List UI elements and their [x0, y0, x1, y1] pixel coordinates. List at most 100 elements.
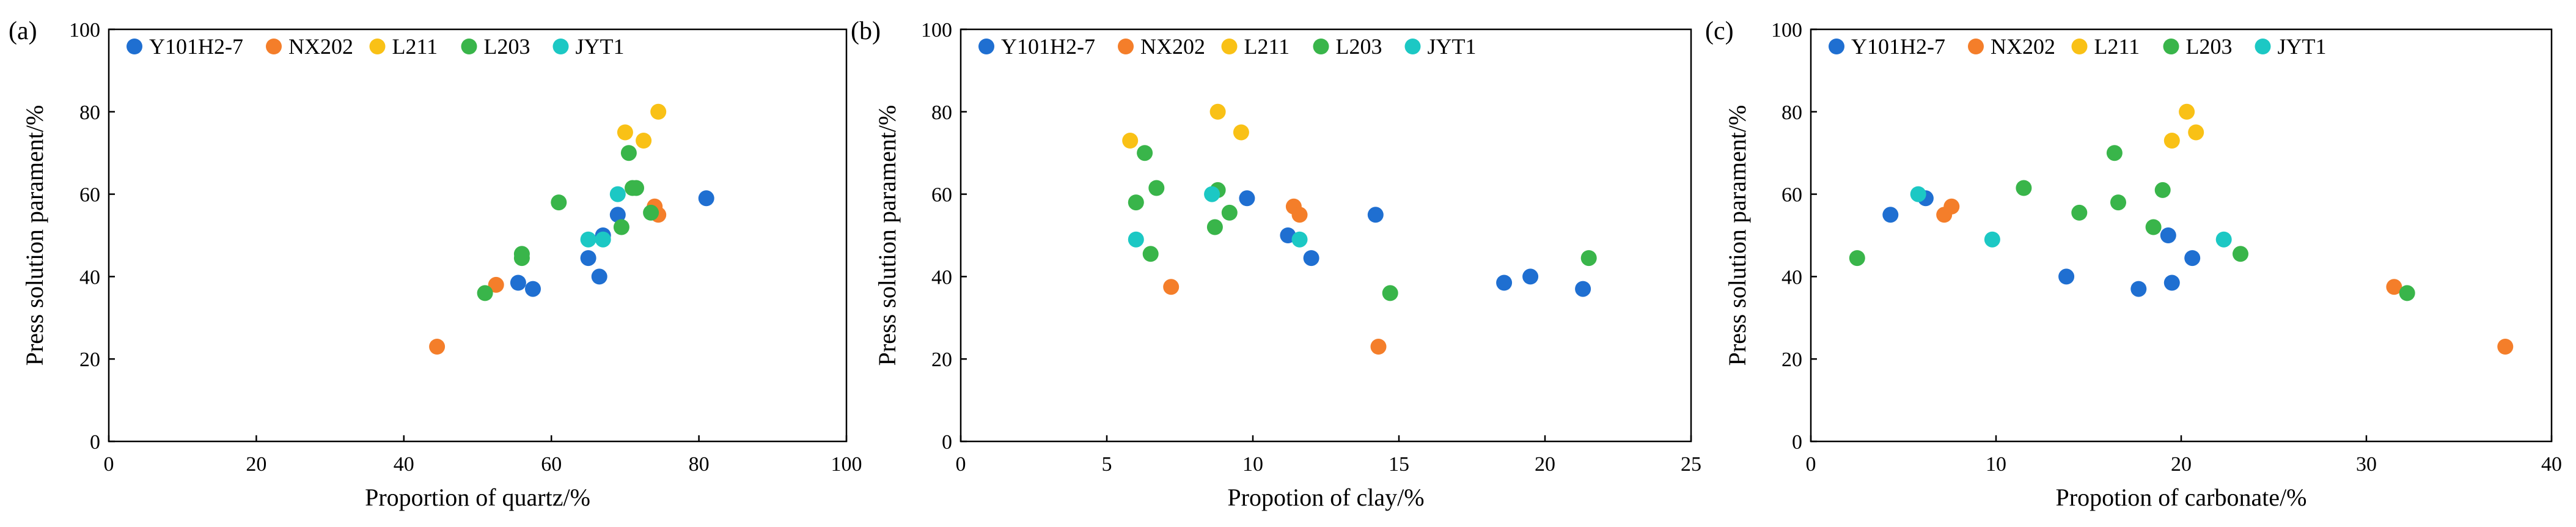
data-point [1580, 250, 1597, 267]
y-tick-label: 20 [931, 348, 952, 371]
x-tick-label: 100 [831, 453, 862, 476]
data-point [2163, 275, 2180, 291]
data-point [650, 103, 667, 120]
data-point [1522, 268, 1539, 285]
plot-frame [960, 28, 1692, 443]
legend-marker [2255, 39, 2271, 54]
data-point [2179, 103, 2195, 120]
data-point [1882, 207, 1899, 223]
data-point [2215, 231, 2232, 248]
data-point [2497, 339, 2514, 355]
legend-label: L211 [1244, 34, 1290, 59]
data-point [1221, 204, 1238, 221]
panel-label: (c) [1705, 17, 1734, 45]
data-point [609, 207, 626, 223]
data-point [429, 339, 446, 355]
data-point [2184, 250, 2201, 267]
plot-frame [108, 28, 848, 443]
legend-label: L203 [2186, 34, 2233, 59]
y-axis-label: Press solution parament/% [873, 105, 901, 366]
y-tick-label: 0 [942, 431, 952, 454]
x-tick-label: 20 [2171, 453, 2192, 476]
data-point [2154, 182, 2171, 198]
data-point [1943, 198, 1960, 215]
data-point [1367, 207, 1384, 223]
legend-label: NX202 [1140, 34, 1205, 59]
x-axis-label: Propotion of carbonate/% [2056, 484, 2307, 511]
x-tick-label: 20 [246, 453, 266, 476]
data-point [1291, 207, 1308, 223]
x-axis-label: Propotion of clay/% [1227, 484, 1424, 511]
x-tick-label: 60 [541, 453, 562, 476]
data-point [1163, 279, 1180, 295]
data-point [1142, 246, 1159, 262]
legend-marker [1404, 39, 1421, 54]
data-point [609, 186, 626, 202]
data-point [1239, 190, 1255, 207]
data-point [2110, 194, 2126, 211]
y-tick-label: 20 [79, 348, 100, 371]
data-point [580, 231, 596, 248]
data-point [2188, 124, 2204, 141]
x-tick-label: 80 [689, 453, 710, 476]
y-tick-label: 100 [921, 19, 952, 42]
y-tick-label: 0 [1792, 431, 1802, 454]
y-tick-label: 40 [931, 266, 952, 289]
y-axis-label: Press solution parament/% [21, 105, 48, 366]
data-point [2163, 133, 2180, 149]
legend-marker [978, 39, 994, 54]
x-tick-label: 25 [1681, 453, 1701, 476]
data-point [1370, 339, 1387, 355]
data-point [628, 180, 644, 196]
x-tick-label: 40 [2541, 453, 2562, 476]
y-axis-label: Press solution parament/% [1723, 105, 1751, 366]
legend-marker [2163, 39, 2179, 54]
y-tick-label: 80 [931, 101, 952, 124]
y-tick-label: 60 [79, 184, 100, 207]
legend-label: Y101H2-7 [1851, 34, 1945, 59]
y-tick-label: 0 [90, 431, 100, 454]
data-point [2071, 204, 2088, 221]
data-point [551, 194, 567, 211]
x-tick-label: 0 [104, 453, 114, 476]
legend-marker [1221, 39, 1238, 54]
data-point [525, 281, 541, 297]
legend-label: L211 [392, 34, 438, 59]
data-point [643, 204, 659, 221]
data-point [1291, 231, 1308, 248]
x-tick-label: 15 [1389, 453, 1409, 476]
chart-panel-a: 0 20 40 60 80 100 0 20 40 60 80 100 Proportion of qu… [9, 17, 862, 511]
data-point [1303, 250, 1319, 267]
legend-marker [1313, 39, 1329, 54]
y-tick-label: 80 [1782, 101, 1802, 124]
legend-marker [1968, 39, 1984, 54]
data-point [698, 190, 714, 207]
legend-label: Y101H2-7 [1001, 34, 1095, 59]
data-point [620, 145, 637, 161]
y-tick-label: 100 [1771, 19, 1802, 42]
legend-marker [1118, 39, 1134, 54]
data-point [1984, 231, 2000, 248]
x-axis-label: Proportion of quartz/% [365, 484, 590, 511]
panel-label: (a) [9, 17, 37, 45]
y-tick-label: 80 [79, 101, 100, 124]
chart-panel-b: 0 5 10 15 20 25 0 20 40 60 80 100 Propotion of clay/… [851, 17, 1701, 511]
data-point [1137, 145, 1153, 161]
data-point [488, 276, 504, 293]
y-tick-label: 60 [931, 184, 952, 207]
data-point [1849, 250, 1865, 267]
panel-label: (b) [851, 17, 881, 45]
data-point [513, 246, 530, 262]
plot-frame [1810, 28, 2553, 443]
data-point [1382, 285, 1398, 301]
data-point [591, 268, 607, 285]
data-point [1128, 194, 1144, 211]
data-point [595, 231, 611, 248]
data-point [1204, 186, 1220, 202]
legend-label: L211 [2094, 34, 2140, 59]
y-tick-label: 60 [1782, 184, 1802, 207]
data-point [1910, 186, 1926, 202]
legend-label: L203 [1336, 34, 1382, 59]
data-point [617, 124, 633, 141]
data-point [1496, 275, 1513, 291]
